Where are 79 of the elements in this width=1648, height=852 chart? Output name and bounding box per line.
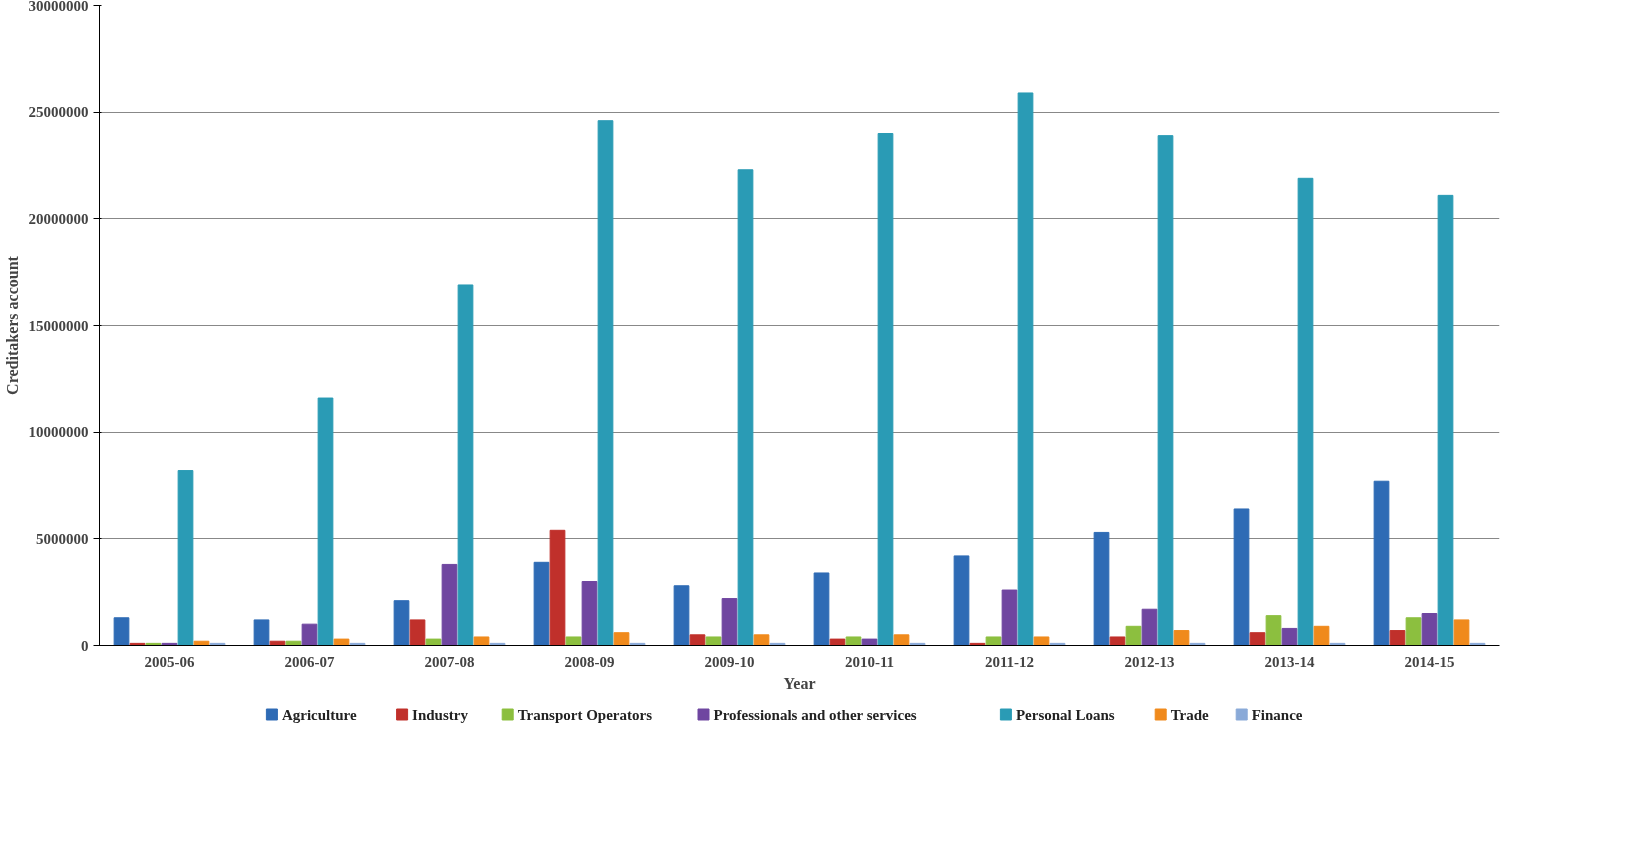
bar <box>113 617 130 646</box>
bar <box>1093 531 1110 646</box>
bar <box>845 636 862 646</box>
bar <box>1173 630 1190 646</box>
bar <box>533 561 550 646</box>
bar <box>1421 613 1438 646</box>
bar <box>177 470 194 646</box>
y-tick-label: 0 <box>81 637 89 654</box>
bar <box>877 133 894 646</box>
bar <box>613 632 630 646</box>
y-tick-label: 5000000 <box>36 530 89 547</box>
bar <box>1453 619 1470 646</box>
bar <box>753 634 770 646</box>
bar <box>317 397 334 646</box>
bar <box>549 529 566 646</box>
bar <box>253 619 270 646</box>
bar <box>393 600 410 646</box>
bar <box>861 638 878 646</box>
legend-label: Finance <box>1251 706 1303 723</box>
y-tick-label: 30000000 <box>28 0 89 14</box>
legend-label: Agriculture <box>281 706 357 723</box>
y-tick-label: 20000000 <box>28 210 89 227</box>
x-tick-label: 2006-07 <box>284 653 335 670</box>
x-tick-label: 2008-09 <box>564 653 615 670</box>
bar <box>1249 632 1266 646</box>
legend-label: Trade <box>1170 706 1210 723</box>
bar <box>1109 636 1126 646</box>
bar <box>1389 630 1406 646</box>
bar <box>1001 589 1018 646</box>
bar <box>409 619 426 646</box>
bar <box>1033 636 1050 646</box>
x-tick-label: 2011-12 <box>984 653 1035 670</box>
x-tick-label: 2012-13 <box>1124 653 1175 670</box>
x-tick-label: 2014-15 <box>1404 653 1455 670</box>
bar <box>893 634 910 646</box>
bar <box>441 563 458 646</box>
y-tick-label: 25000000 <box>28 104 89 121</box>
bar <box>1157 135 1174 646</box>
bar <box>457 284 474 646</box>
x-tick-label: 2013-14 <box>1264 653 1315 670</box>
legend-label: Professionals and other services <box>713 706 917 723</box>
bar <box>1125 625 1142 646</box>
bar <box>473 636 490 646</box>
bar <box>985 636 1002 646</box>
bar <box>689 634 706 646</box>
bar <box>737 169 754 646</box>
bar <box>953 555 970 646</box>
y-tick-label: 15000000 <box>28 317 89 334</box>
bar <box>1297 177 1314 646</box>
bar <box>829 638 846 646</box>
bar <box>1141 608 1158 646</box>
bar <box>301 623 318 646</box>
bar <box>1405 617 1422 646</box>
legend-label: Industry <box>412 706 469 723</box>
bar <box>425 638 442 646</box>
bar <box>1313 625 1330 646</box>
bar <box>1281 627 1298 646</box>
x-tick-label: 2009-10 <box>704 653 755 670</box>
x-tick-label: 2007-08 <box>424 653 475 670</box>
y-axis-title: Creditakers account <box>3 255 21 395</box>
bar <box>1437 194 1454 646</box>
bar <box>597 120 614 646</box>
bar <box>813 572 830 646</box>
y-tick-label: 10000000 <box>28 424 89 441</box>
legend-label: Transport Operators <box>517 706 653 723</box>
bar <box>705 636 722 646</box>
legend-label: Personal Loans <box>1015 706 1115 723</box>
bar <box>1373 480 1390 646</box>
x-tick-label: 2010-11 <box>844 653 895 670</box>
bar <box>1233 508 1250 646</box>
x-axis-title: Year <box>783 674 816 692</box>
bar <box>565 636 582 646</box>
bar <box>721 598 738 646</box>
x-tick-label: 2005-06 <box>144 653 195 670</box>
bar <box>1017 92 1034 646</box>
bar <box>333 638 350 646</box>
bar <box>1265 615 1282 646</box>
bar <box>673 585 690 646</box>
bar <box>581 581 598 646</box>
